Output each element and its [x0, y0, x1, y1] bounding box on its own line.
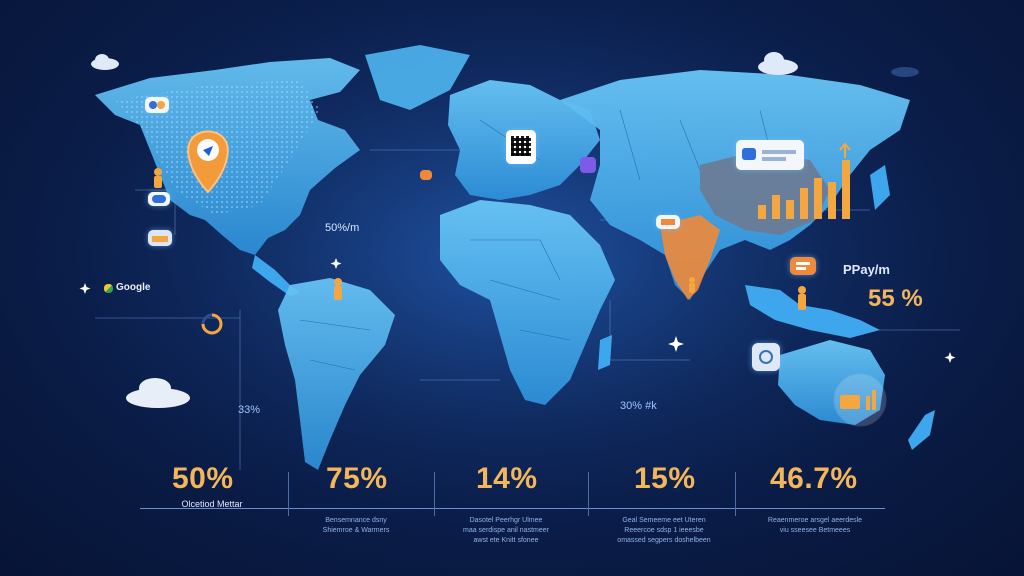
chart-bar [800, 188, 808, 219]
chart-bar [772, 195, 780, 219]
google-logo-icon [104, 284, 113, 293]
chart-bar [786, 200, 794, 219]
new-zealand-landmass [908, 410, 935, 450]
person-icon [154, 168, 162, 188]
person-icon [689, 277, 695, 293]
china-region [700, 150, 830, 235]
central-america-landmass [252, 255, 300, 296]
google-label: Google [116, 282, 151, 293]
stat-caption-2-line-2: Shiemroe & Warmers [322, 527, 390, 534]
japan-landmass [870, 165, 890, 210]
person-icon [334, 278, 342, 300]
share-badge-icon[interactable] [580, 157, 596, 173]
south-america-landmass [278, 278, 395, 470]
stat-caption-5-line-2: viu sseesee Betmeees [779, 527, 851, 534]
cloud-icon [91, 54, 119, 70]
chart-bar [842, 160, 850, 219]
timeline-divider [434, 472, 435, 516]
settings-circle-icon[interactable] [752, 343, 780, 371]
cloud-icon [758, 52, 798, 75]
indian-ocean-label: 30% #k [620, 400, 657, 412]
person-icon [798, 286, 806, 310]
timeline-axis [140, 508, 885, 509]
stat-caption-2-line-1: Bensemnance dsny [325, 517, 387, 524]
india-region [660, 215, 720, 300]
sparkle-icon [79, 258, 956, 363]
stat-caption-3-line-3: awst ete Knitt sfonee [473, 537, 539, 544]
chart-bar [828, 182, 836, 219]
stat-caption-5-line-1: Reaenmeroe arsgel aeerdesle [767, 517, 863, 524]
stat-caption-3-line-2: maa serdispe anil nastmeer [463, 527, 549, 534]
info-card-icon[interactable] [736, 140, 804, 170]
chart-bar [758, 205, 766, 219]
africa-landmass [440, 200, 615, 405]
north-atlantic-label: 50%/m [325, 222, 360, 234]
toggle-card-icon[interactable] [148, 192, 170, 206]
stat-value-1: 50% [172, 462, 234, 495]
stat-caption-1: Olcetiod Mettar [181, 499, 243, 509]
greenland-landmass [365, 45, 470, 110]
stat-caption-4-line-1: Geal Semeeme eet Uteren [622, 517, 706, 524]
payment-card-icon[interactable] [145, 97, 169, 113]
stat-caption-3-line-1: Dasotel Peerhgr Ulmee [469, 517, 543, 524]
cloud-icon [891, 67, 919, 77]
globe-icon [833, 373, 887, 427]
madagascar-landmass [598, 335, 612, 370]
stat-value-2: 75% [326, 462, 388, 495]
asia-bar-chart [758, 160, 850, 219]
stat-value-4: 15% [634, 462, 696, 495]
stat-caption-4-line-2: Reeercoe sdsp 1 ieeesbe [624, 527, 704, 534]
stat-value-5: 46.7% [770, 462, 858, 495]
chat-badge-icon[interactable] [790, 257, 816, 275]
southeast-asia-islands [745, 285, 880, 338]
up-arrow-icon [839, 142, 851, 158]
timeline-divider [288, 472, 289, 516]
qr-code-icon[interactable] [506, 130, 536, 164]
chat-bubble-icon[interactable] [420, 170, 432, 180]
ring-progress-icon [201, 313, 223, 335]
south-america-percent-label: 33% [238, 404, 261, 416]
stat-caption-4-line-3: omassed segpers doshelbeen [617, 537, 711, 544]
map-pin-icon [187, 130, 229, 194]
asia-percent-label: 55 % [868, 285, 923, 312]
message-card-icon[interactable] [656, 215, 680, 229]
asia-brand-label: PPay/m [843, 262, 890, 277]
stat-value-3: 14% [476, 462, 538, 495]
chart-bar [814, 178, 822, 219]
wallet-card-icon[interactable] [148, 230, 172, 246]
timeline-divider [588, 472, 589, 516]
cloud-icon [126, 378, 190, 408]
timeline-divider [735, 472, 736, 516]
